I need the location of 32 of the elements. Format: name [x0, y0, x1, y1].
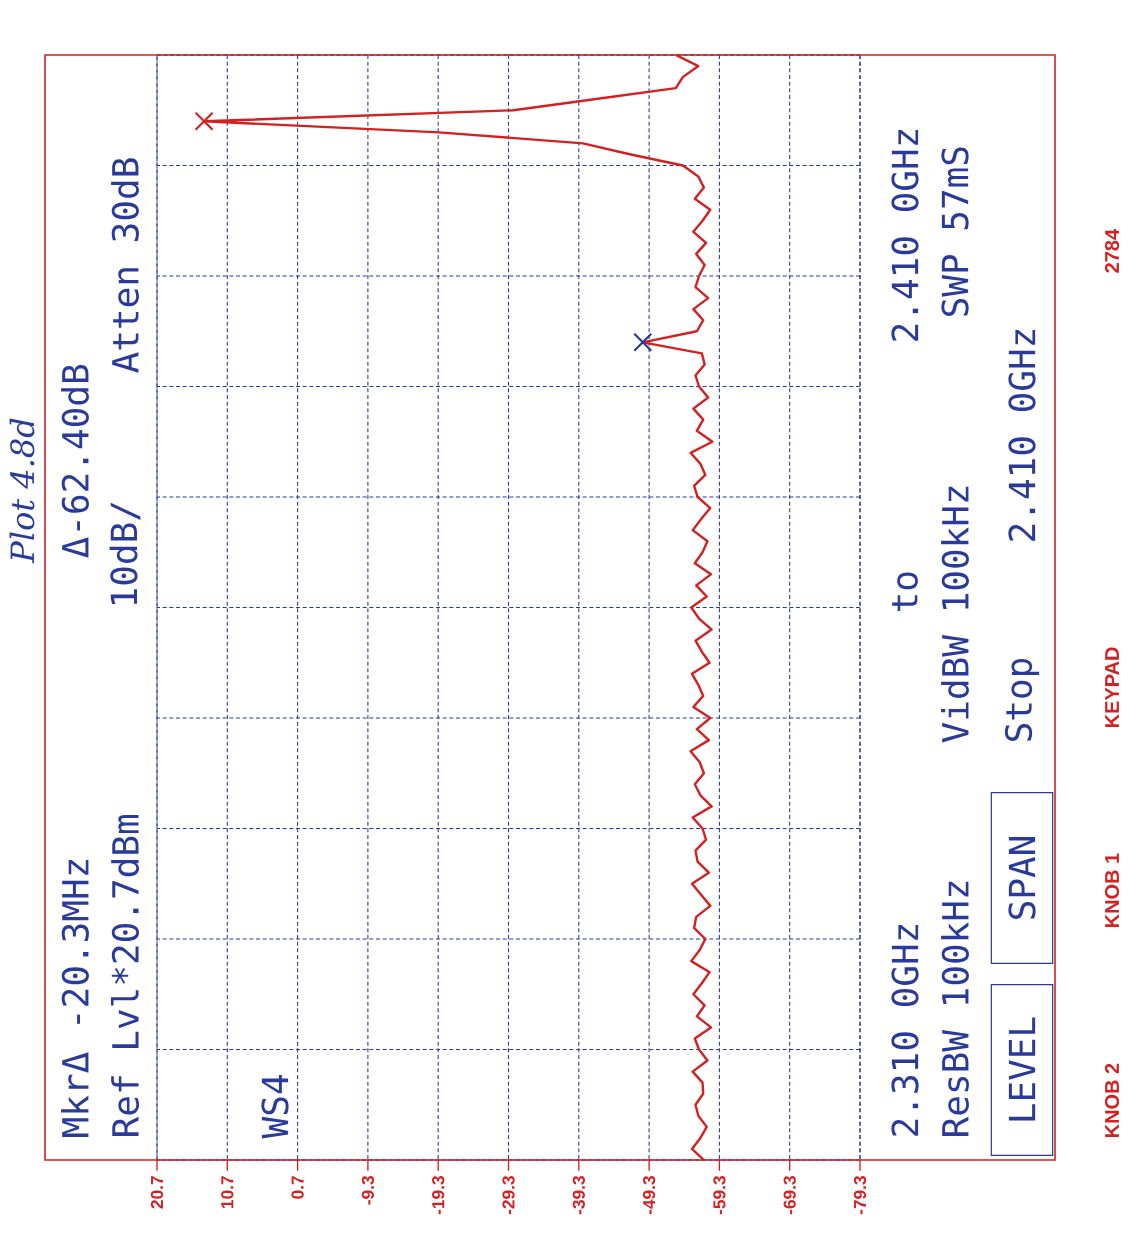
- x-tick-label: -49.3: [642, 1176, 656, 1215]
- x-tick-label: 20.7: [150, 1176, 164, 1209]
- text: SPAN: [1008, 837, 1036, 919]
- annotation: WS4: [261, 1075, 289, 1139]
- text: 2.310 0GHz: [891, 925, 919, 1136]
- text: Ref Lvl*20.7dBm: [110, 815, 140, 1136]
- text: 10dB/: [109, 502, 141, 605]
- text: ResBW 100kHz: [941, 881, 969, 1136]
- x-tick-label: -29.3: [502, 1176, 515, 1215]
- text: 2.410 0GHz: [1008, 330, 1036, 541]
- text: KNOB 1: [1104, 853, 1120, 928]
- text: Atten 30dB: [111, 158, 139, 373]
- x-tick-label: 0.7: [291, 1176, 304, 1199]
- x-tick-label: -69.3: [783, 1176, 796, 1215]
- text: Δ-62.40dB: [61, 365, 89, 558]
- text: Stop: [1004, 658, 1040, 741]
- text: to: [892, 572, 918, 612]
- text: 2784: [1104, 229, 1120, 273]
- text: 2.410 0GHz: [891, 130, 919, 341]
- text: KNOB 2: [1104, 1063, 1120, 1138]
- text: MkrΔ -20.3MHz: [61, 860, 89, 1137]
- x-tick-label: -19.3: [432, 1176, 445, 1215]
- x-tick-label: -79.3: [853, 1176, 867, 1215]
- text: KEYPAD: [1105, 647, 1119, 728]
- x-tick-label: -9.3: [361, 1176, 375, 1205]
- x-tick-label: 10.7: [221, 1176, 234, 1209]
- text: SWP 57mS: [941, 147, 969, 316]
- text: VidBW 100kHz: [941, 486, 969, 743]
- text: LEVEL: [1008, 1017, 1036, 1121]
- x-tick-label: -59.3: [713, 1176, 726, 1215]
- text: Plot 4.8d: [9, 418, 35, 564]
- x-tick-label: -39.3: [572, 1176, 585, 1215]
